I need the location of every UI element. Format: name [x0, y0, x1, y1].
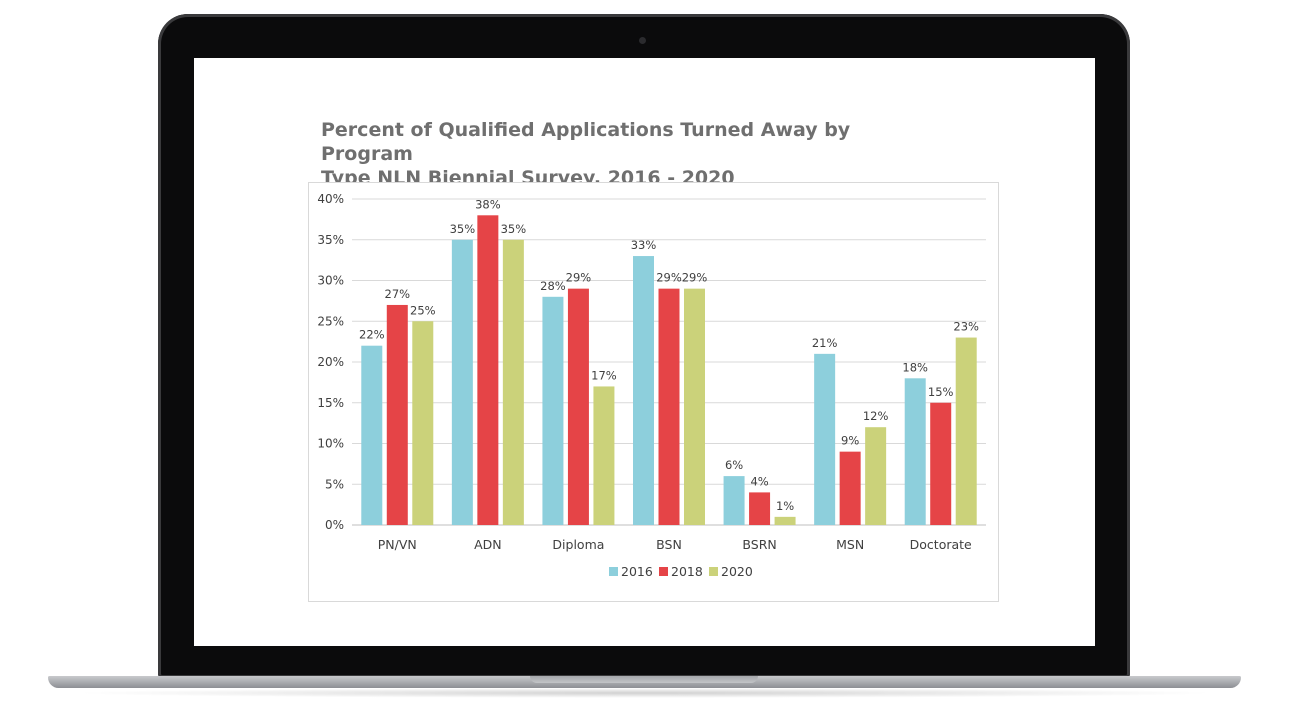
- data-label: 21%: [812, 336, 838, 350]
- bar-2016-bsn: [633, 256, 654, 525]
- bar-2016-doctorate: [904, 378, 926, 525]
- legend-label-2018: 2018: [671, 564, 703, 579]
- data-label: 17%: [591, 368, 617, 382]
- legend-label-2020: 2020: [721, 564, 753, 579]
- data-label: 35%: [450, 222, 476, 236]
- bar-2018-bsn: [658, 288, 680, 525]
- bar-2016-pn-vn: [361, 345, 383, 525]
- bar-2016-msn: [814, 353, 836, 525]
- data-label: 33%: [631, 238, 657, 252]
- bar-2020-doctorate: [955, 337, 977, 525]
- x-tick-label: MSN: [836, 537, 864, 552]
- chart-frame: 0% 5% 10% 15% 20% 25% 30% 35% 40% 22% 27% 25% PN/VN 3…: [308, 182, 999, 602]
- bar-2016-adn: [451, 239, 473, 525]
- x-tick-label: Diploma: [552, 537, 604, 552]
- legend-swatch-2016: [609, 567, 618, 576]
- data-label: 29%: [566, 271, 592, 285]
- data-label: 4%: [750, 474, 768, 488]
- data-label: 25%: [410, 303, 436, 317]
- bar-2018-bsrn: [749, 492, 771, 525]
- y-tick-label: 20%: [317, 355, 344, 369]
- data-label: 1%: [776, 499, 794, 513]
- laptop-shadow: [70, 688, 1220, 698]
- data-label: 15%: [928, 385, 954, 399]
- bar-2018-adn: [477, 215, 499, 526]
- legend-label-2016: 2016: [621, 564, 653, 579]
- legend-swatch-2020: [709, 567, 718, 576]
- bar-chart: 0% 5% 10% 15% 20% 25% 30% 35% 40% 22% 27% 25% PN/VN 3…: [317, 192, 986, 579]
- bar-2020-msn: [865, 427, 887, 525]
- webcam-icon: [639, 37, 646, 44]
- bar-2018-msn: [839, 451, 861, 525]
- x-tick-label: Doctorate: [910, 537, 972, 552]
- x-tick-label: ADN: [474, 537, 502, 552]
- laptop-notch: [530, 676, 758, 683]
- x-tick-label: PN/VN: [378, 537, 417, 552]
- data-label: 6%: [725, 458, 743, 472]
- y-tick-label: 30%: [317, 274, 344, 288]
- bar-2020-adn: [502, 239, 524, 525]
- data-label: 35%: [501, 222, 527, 236]
- y-tick-label: 0%: [325, 518, 344, 532]
- data-label: 27%: [385, 287, 411, 301]
- x-tick-label: BSRN: [742, 537, 776, 552]
- bar-2020-pn-vn: [412, 321, 434, 525]
- y-tick-label: 35%: [317, 233, 344, 247]
- data-label: 12%: [863, 409, 889, 423]
- data-label: 18%: [902, 360, 928, 374]
- chart-title: Percent of Qualified Applications Turned…: [321, 118, 921, 190]
- data-label: 29%: [656, 271, 682, 285]
- legend-swatch-2018: [659, 567, 668, 576]
- bar-2018-pn-vn: [386, 304, 408, 525]
- y-tick-label: 40%: [317, 192, 344, 206]
- bar-2020-bsn: [684, 288, 705, 525]
- y-tick-label: 10%: [317, 437, 344, 451]
- data-label: 29%: [682, 271, 708, 285]
- data-label: 28%: [540, 279, 566, 293]
- chart-title-line-1: Percent of Qualified Applications Turned…: [321, 119, 851, 165]
- bar-2018-doctorate: [930, 402, 952, 525]
- bar-2016-bsrn: [723, 476, 745, 525]
- data-label: 22%: [359, 328, 385, 342]
- bar-2020-diploma: [593, 386, 615, 525]
- bar-2016-diploma: [542, 296, 564, 525]
- data-label: 9%: [841, 434, 859, 448]
- y-tick-label: 5%: [325, 477, 344, 491]
- data-label: 38%: [475, 197, 501, 211]
- x-tick-label: BSN: [656, 537, 682, 552]
- bar-2020-bsrn: [774, 516, 796, 525]
- data-label: 23%: [953, 320, 979, 334]
- laptop-screen: Percent of Qualified Applications Turned…: [194, 58, 1095, 646]
- y-tick-label: 15%: [317, 396, 344, 410]
- bar-2018-diploma: [567, 288, 589, 525]
- y-tick-label: 25%: [317, 314, 344, 328]
